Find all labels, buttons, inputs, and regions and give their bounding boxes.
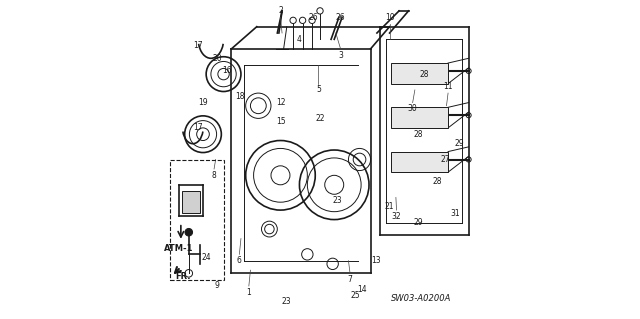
Text: 16: 16 [222,66,232,76]
Text: 14: 14 [357,285,367,294]
Text: 30: 30 [408,104,417,113]
Text: 29: 29 [454,139,464,148]
Text: 28: 28 [420,70,429,78]
Text: 2: 2 [278,6,283,15]
Text: 32: 32 [392,212,401,221]
Text: 11: 11 [444,82,453,91]
Text: 17: 17 [193,123,203,132]
Text: 4: 4 [297,35,302,44]
Text: 12: 12 [276,98,286,107]
Bar [391,107,448,128]
Text: 19: 19 [198,98,208,107]
Bar [391,152,448,172]
Text: 9: 9 [215,281,220,291]
Text: 26: 26 [309,13,319,22]
Text: 23: 23 [333,196,342,205]
Text: 21: 21 [385,203,394,211]
Text: 3: 3 [338,51,343,60]
Text: 6: 6 [237,256,242,265]
Text: 28: 28 [432,177,442,186]
Text: 13: 13 [371,256,381,265]
Text: 18: 18 [236,92,245,101]
Text: 15: 15 [276,117,286,126]
Text: 10: 10 [385,13,394,22]
Text: 22: 22 [316,114,324,123]
Text: FR.: FR. [175,272,191,281]
Text: 26: 26 [336,13,346,22]
Bar [391,63,448,84]
Text: 8: 8 [212,171,216,180]
Circle shape [185,228,193,236]
Text: 5: 5 [316,85,321,94]
Text: 24: 24 [202,253,212,262]
Text: 27: 27 [440,155,450,164]
Text: 31: 31 [451,209,460,218]
Text: 1: 1 [246,288,252,297]
Bar [182,191,200,213]
Text: SW03-A0200A: SW03-A0200A [391,294,451,303]
Text: 23: 23 [282,297,292,306]
Text: 28: 28 [413,130,423,139]
Bar [170,160,223,280]
Text: 20: 20 [212,54,222,63]
Text: 17: 17 [193,41,203,50]
Text: 25: 25 [351,291,360,300]
Text: 29: 29 [413,218,423,227]
Text: 7: 7 [348,275,353,284]
Text: ATM-1: ATM-1 [164,243,193,253]
